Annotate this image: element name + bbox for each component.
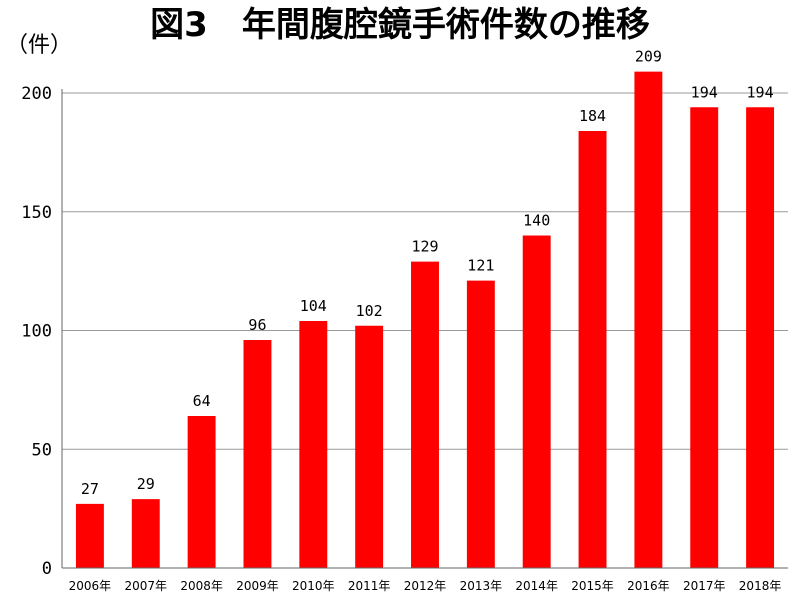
x-tick-label: 2012年	[404, 579, 447, 593]
axes	[61, 89, 788, 569]
y-tick-label: 200	[21, 84, 52, 104]
data-label: 194	[747, 83, 774, 101]
x-tick-label: 2011年	[348, 579, 391, 593]
x-axis-ticks: 2006年 2007年 2008年 2009年 2010年 2011年 2012年 2013年…	[69, 579, 782, 593]
data-label: 209	[635, 48, 662, 66]
bar-2010年	[299, 321, 328, 568]
y-axis-ticks: 0 50 100 150 200	[21, 84, 52, 579]
bar-2012年	[411, 261, 439, 568]
y-axis-unit-label: （件）	[6, 33, 72, 58]
bar-2008年	[187, 416, 216, 568]
bar-2017年	[690, 107, 719, 568]
data-label: 102	[356, 302, 383, 320]
bar-2007年	[131, 499, 160, 568]
bar-2011年	[355, 325, 384, 568]
data-label: 27	[81, 480, 99, 498]
data-label: 194	[691, 83, 718, 101]
x-tick-label: 2014年	[515, 579, 558, 593]
y-tick-label: 150	[21, 203, 52, 223]
data-label: 140	[523, 212, 550, 230]
bar-2016年	[634, 71, 663, 568]
data-labels: 27 29 64 96 104 102 129 121 140 184 209 194 194	[81, 48, 774, 498]
bar-2015年	[578, 131, 607, 568]
x-tick-label: 2018年	[739, 579, 782, 593]
x-tick-label: 2008年	[180, 579, 223, 593]
data-label: 29	[137, 475, 155, 493]
data-label: 121	[467, 257, 494, 275]
data-label: 129	[411, 238, 438, 256]
data-label: 96	[248, 316, 266, 334]
bars	[75, 71, 775, 568]
data-label: 64	[193, 392, 211, 410]
bar-2014年	[522, 235, 551, 568]
y-tick-label: 100	[21, 322, 52, 342]
data-label: 184	[579, 107, 606, 125]
x-tick-label: 2009年	[236, 579, 279, 593]
x-tick-label: 2007年	[124, 579, 167, 593]
x-tick-label: 2010年	[292, 579, 335, 593]
data-label: 104	[300, 297, 327, 315]
bar-2006年	[75, 503, 104, 568]
bar-2013年	[466, 280, 495, 568]
y-tick-label: 0	[42, 559, 52, 579]
bar-2009年	[243, 340, 272, 568]
x-tick-label: 2013年	[460, 579, 503, 593]
chart-title: 図3 年間腹腔鏡手術件数の推移	[150, 5, 650, 45]
x-tick-label: 2015年	[571, 579, 614, 593]
x-tick-label: 2016年	[627, 579, 670, 593]
x-tick-label: 2006年	[69, 579, 112, 593]
bar-2018年	[746, 107, 775, 568]
x-tick-label: 2017年	[683, 579, 726, 593]
y-tick-label: 50	[32, 440, 52, 460]
